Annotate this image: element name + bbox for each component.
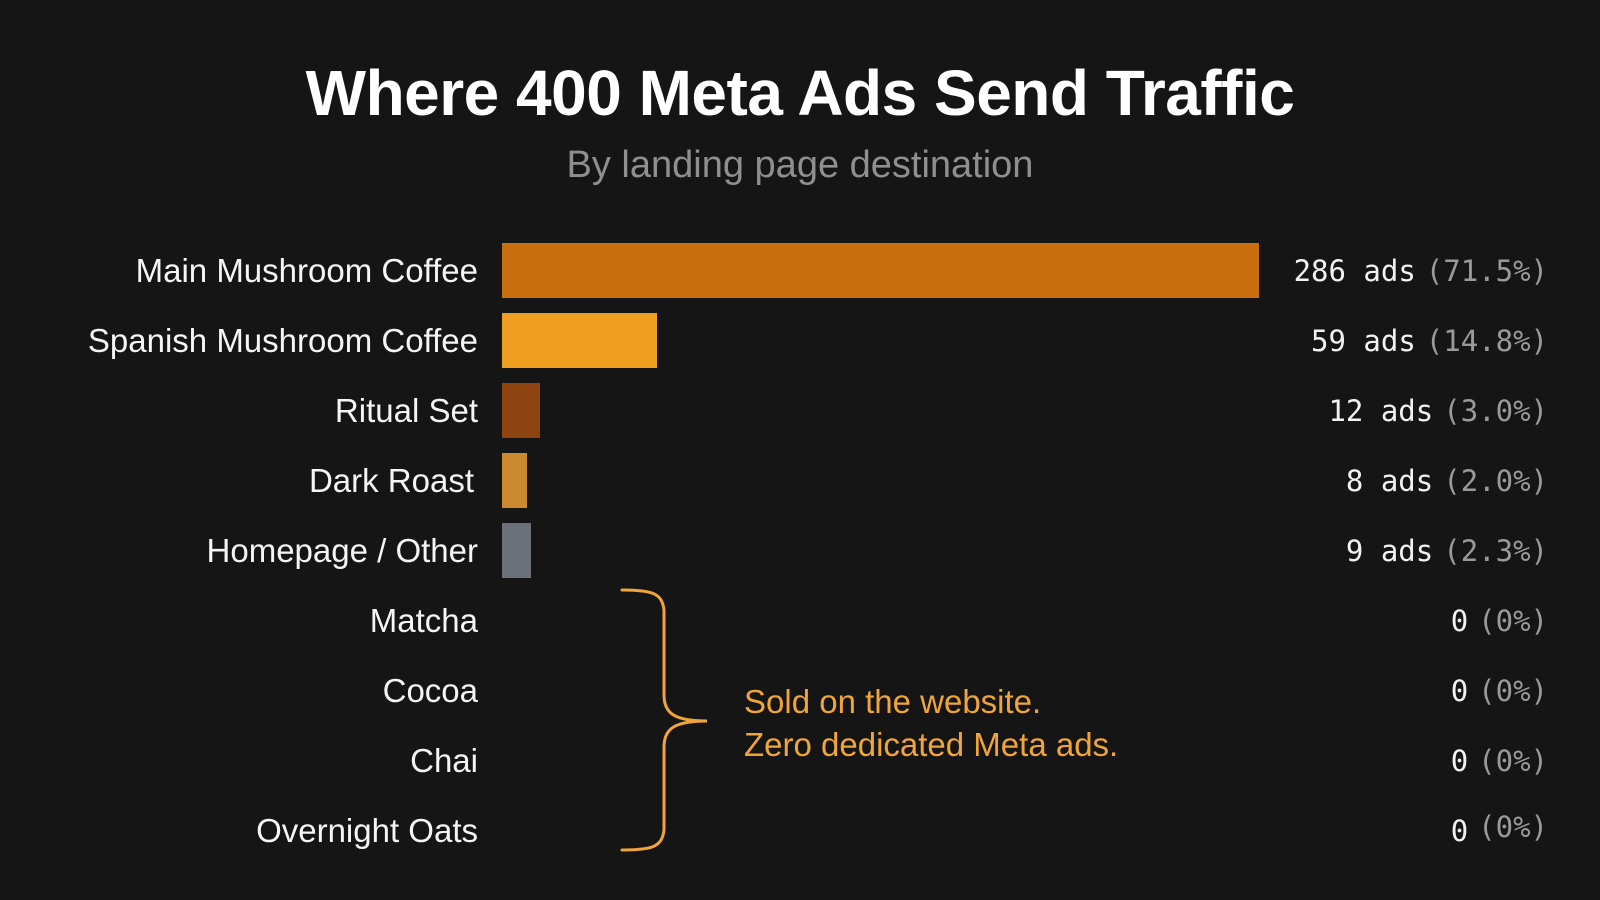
category-label: Overnight Oats: [256, 812, 478, 849]
category-label: Main Mushroom Coffee: [135, 252, 478, 289]
annotation-line-1: Sold on the website.: [744, 683, 1042, 720]
annotation-line-2: Zero dedicated Meta ads.: [744, 726, 1119, 763]
ad-percent: (3.0%): [1443, 394, 1548, 428]
chart-row: Main Mushroom Coffee 286 ads (71.5%): [0, 243, 1600, 299]
category-label: Homepage / Other: [206, 532, 478, 569]
ad-count: 286 ads: [1293, 254, 1416, 288]
ad-percent: (0%): [1478, 604, 1548, 638]
chart-row: Matcha 0 (0%): [0, 593, 1600, 649]
ad-count: 59 ads: [1311, 324, 1416, 358]
value-label: 12 ads (3.0%): [1328, 383, 1548, 439]
bar: [502, 313, 657, 368]
category-label: Dark Roast: [308, 462, 474, 499]
chart-row: Spanish Mushroom Coffee 59 ads (14.8%): [0, 313, 1600, 369]
chart-row: Dark Roast 8 ads (2.0%): [0, 453, 1600, 509]
bar: [502, 243, 1259, 298]
value-label: 286 ads (71.5%): [1294, 243, 1548, 299]
chart-title: Where 400 Meta Ads Send Traffic: [305, 57, 1295, 129]
value-label: 0 (0%): [1451, 733, 1548, 789]
value-label: 0 (0%): [1451, 593, 1548, 649]
category-label: Cocoa: [382, 672, 478, 709]
ad-count: 12 ads: [1328, 394, 1434, 428]
chart-row: Homepage / Other 9 ads (2.3%): [0, 523, 1600, 579]
value-label: 59 ads (14.8%): [1311, 313, 1548, 369]
chart-subtitle: By landing page destination: [566, 144, 1034, 186]
category-label: Matcha: [369, 602, 478, 639]
ad-count: 9 ads: [1345, 534, 1434, 568]
chart-row: Cocoa 0 (0%): [0, 663, 1600, 719]
ad-percent: (2.0%): [1443, 464, 1548, 498]
value-label: 0 (0%): [1451, 663, 1548, 719]
ad-count: 0: [1450, 674, 1469, 708]
category-label: Spanish Mushroom Coffee: [87, 322, 478, 359]
ad-percent: (0%): [1478, 810, 1548, 844]
bar: [502, 383, 540, 438]
ad-count: 0: [1450, 604, 1469, 638]
value-label: 8 ads (2.0%): [1346, 453, 1548, 509]
ad-count: 8 ads: [1345, 464, 1434, 498]
bar: [502, 523, 531, 578]
chart-row: Ritual Set 12 ads (3.0%): [0, 383, 1600, 439]
ad-count: 0: [1450, 814, 1469, 848]
value-label: 0 (0%): [1451, 803, 1548, 859]
curly-brace-icon: [620, 588, 708, 852]
ad-percent: (2.3%): [1443, 534, 1548, 568]
category-label: Ritual Set: [334, 392, 478, 429]
category-label: Chai: [410, 742, 478, 779]
chart-row: Chai 0 (0%): [0, 733, 1600, 789]
ad-percent: (0%): [1478, 674, 1548, 708]
ad-percent: (14.8%): [1425, 324, 1548, 358]
value-label: 9 ads (2.3%): [1346, 523, 1548, 579]
chart-row: Overnight Oats 0 (0%): [0, 803, 1600, 859]
ad-count: 0: [1450, 744, 1469, 778]
annotation-text: Sold on the website. Zero dedicated Meta…: [744, 680, 1118, 766]
ad-percent: (71.5%): [1425, 254, 1548, 288]
bar: [502, 453, 527, 508]
ad-percent: (0%): [1478, 744, 1548, 778]
